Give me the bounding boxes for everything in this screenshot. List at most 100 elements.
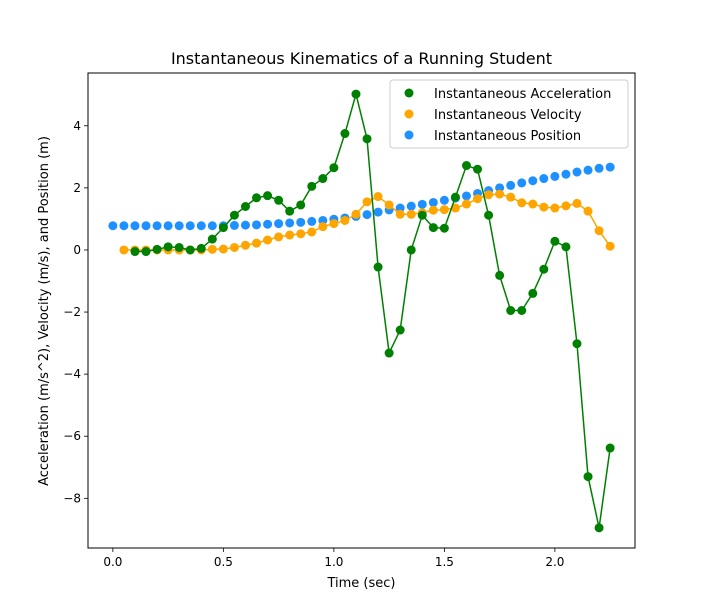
position-point bbox=[263, 219, 273, 229]
legend-label-velocity: Instantaneous Velocity bbox=[434, 108, 582, 123]
acceleration-point bbox=[174, 242, 184, 252]
velocity-point bbox=[351, 209, 361, 219]
y-axis-label: Acceleration (m/s^2), Velocity (m/s), an… bbox=[37, 136, 52, 486]
velocity-point bbox=[428, 205, 438, 215]
legend-label-acceleration: Instantaneous Acceleration bbox=[434, 87, 611, 102]
legend: Instantaneous Acceleration Instantaneous … bbox=[389, 79, 629, 149]
acceleration-point bbox=[417, 210, 427, 220]
position-point bbox=[605, 162, 615, 172]
position-point bbox=[229, 220, 239, 230]
y-tick-label: −6 bbox=[63, 429, 81, 443]
acceleration-point bbox=[461, 161, 471, 171]
velocity-point bbox=[561, 201, 571, 211]
position-point bbox=[174, 221, 184, 231]
acceleration-point bbox=[395, 325, 405, 335]
velocity-point bbox=[207, 244, 217, 254]
velocity-point bbox=[329, 219, 339, 229]
position-point bbox=[572, 167, 582, 177]
acceleration-point bbox=[506, 306, 516, 315]
acceleration-point bbox=[196, 243, 206, 253]
acceleration-point bbox=[473, 164, 483, 174]
acceleration-point bbox=[605, 443, 615, 453]
acceleration-point bbox=[594, 523, 604, 533]
velocity-point bbox=[439, 205, 449, 215]
position-point bbox=[406, 201, 416, 211]
velocity-point bbox=[307, 227, 317, 237]
position-point bbox=[196, 221, 206, 231]
acceleration-point bbox=[141, 247, 151, 257]
position-point bbox=[395, 203, 405, 213]
legend-label-position: Instantaneous Position bbox=[434, 129, 581, 144]
position-point bbox=[561, 169, 571, 179]
acceleration-point bbox=[406, 245, 416, 255]
position-point bbox=[185, 221, 195, 231]
x-tick-label: 2.0 bbox=[545, 555, 564, 569]
plot-area: 0.0 0.5 1.0 1.5 2.0 −8 −6 −4 −2 0 2 4 bbox=[63, 72, 636, 569]
velocity-point bbox=[572, 198, 582, 208]
velocity-point bbox=[406, 209, 416, 219]
position-point bbox=[528, 176, 538, 186]
y-tick-label: −8 bbox=[63, 491, 81, 505]
acceleration-point bbox=[428, 223, 438, 233]
x-axis-label: Time (sec) bbox=[326, 576, 395, 591]
acceleration-point bbox=[384, 348, 394, 358]
acceleration-point bbox=[130, 247, 140, 257]
position-point bbox=[362, 210, 372, 220]
x-tick-label: 0.5 bbox=[214, 555, 233, 569]
y-tick-label: −2 bbox=[63, 305, 81, 319]
legend-box bbox=[389, 79, 629, 149]
velocity-point bbox=[362, 197, 372, 207]
acceleration-point bbox=[185, 245, 195, 255]
axes-frame bbox=[87, 72, 636, 549]
position-point bbox=[152, 221, 162, 231]
position-point bbox=[119, 221, 129, 231]
chart-title: Instantaneous Kinematics of a Running St… bbox=[171, 49, 552, 68]
velocity-point bbox=[550, 203, 560, 213]
acceleration-point bbox=[285, 206, 295, 216]
position-point bbox=[207, 221, 217, 231]
acceleration-point bbox=[561, 242, 571, 252]
velocity-point bbox=[395, 209, 405, 219]
position-point bbox=[296, 217, 306, 227]
acceleration-point bbox=[539, 264, 549, 274]
velocity-point bbox=[240, 240, 250, 250]
acceleration-point bbox=[373, 262, 383, 272]
position-point bbox=[307, 216, 317, 226]
velocity-point bbox=[373, 192, 383, 202]
velocity-point bbox=[594, 226, 604, 236]
velocity-point bbox=[340, 215, 350, 225]
velocity-point bbox=[384, 200, 394, 210]
acceleration-point bbox=[296, 200, 306, 210]
acceleration-point bbox=[329, 163, 339, 173]
position-point bbox=[163, 221, 173, 231]
acceleration-point bbox=[351, 89, 361, 99]
velocity-point bbox=[583, 206, 593, 216]
velocity-point bbox=[263, 235, 273, 245]
velocity-point bbox=[517, 198, 527, 208]
position-point bbox=[141, 221, 151, 231]
acceleration-point bbox=[517, 306, 527, 315]
position-point bbox=[495, 183, 505, 193]
acceleration-point bbox=[318, 174, 328, 184]
position-point bbox=[417, 199, 427, 209]
acceleration-point bbox=[263, 191, 273, 201]
acceleration-point bbox=[229, 210, 239, 220]
position-point bbox=[506, 180, 516, 190]
position-point bbox=[318, 215, 328, 225]
velocity-point bbox=[285, 230, 295, 240]
y-tick-label: 2 bbox=[73, 181, 81, 195]
acceleration-point bbox=[252, 193, 262, 203]
velocity-point bbox=[495, 189, 505, 199]
acceleration-point bbox=[450, 192, 460, 202]
acceleration-point bbox=[583, 472, 593, 482]
velocity-point bbox=[119, 245, 129, 255]
acceleration-point bbox=[495, 270, 505, 280]
acceleration-point bbox=[550, 236, 560, 246]
position-point bbox=[439, 195, 449, 205]
x-tick-label: 1.5 bbox=[435, 555, 454, 569]
velocity-point bbox=[506, 192, 516, 202]
legend-marker-velocity bbox=[404, 109, 414, 119]
acceleration-point bbox=[307, 181, 317, 191]
velocity-point bbox=[318, 222, 328, 232]
series-acceleration bbox=[130, 89, 615, 533]
